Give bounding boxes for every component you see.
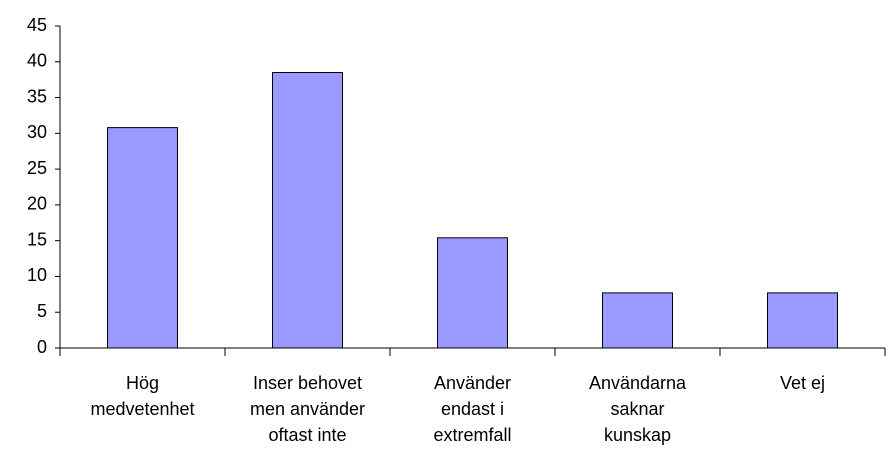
y-tick-label: 0 xyxy=(37,337,47,357)
bar xyxy=(272,72,343,349)
bar xyxy=(107,127,178,349)
x-tick-label: Vet ej xyxy=(779,373,826,393)
y-tick-label: 10 xyxy=(27,265,47,285)
bar xyxy=(767,292,838,349)
y-tick-label: 30 xyxy=(27,122,47,142)
x-tick-label: Användarna saknar kunskap xyxy=(588,373,687,445)
y-tick-label: 5 xyxy=(37,301,47,321)
bar xyxy=(602,292,673,349)
x-tick-label: Inser behovet men använder oftast inte xyxy=(249,373,366,445)
y-tick-label: 25 xyxy=(27,158,47,178)
y-tick-label: 40 xyxy=(27,51,47,71)
x-tick-label: Använder endast i extremfall xyxy=(433,373,512,445)
y-tick-label: 20 xyxy=(27,194,47,214)
x-tick-label: Hög medvetenhet xyxy=(90,373,195,419)
bar xyxy=(437,237,508,349)
y-tick-label: 45 xyxy=(27,15,47,35)
y-tick-label: 15 xyxy=(27,229,47,249)
y-tick-label: 35 xyxy=(27,86,47,106)
